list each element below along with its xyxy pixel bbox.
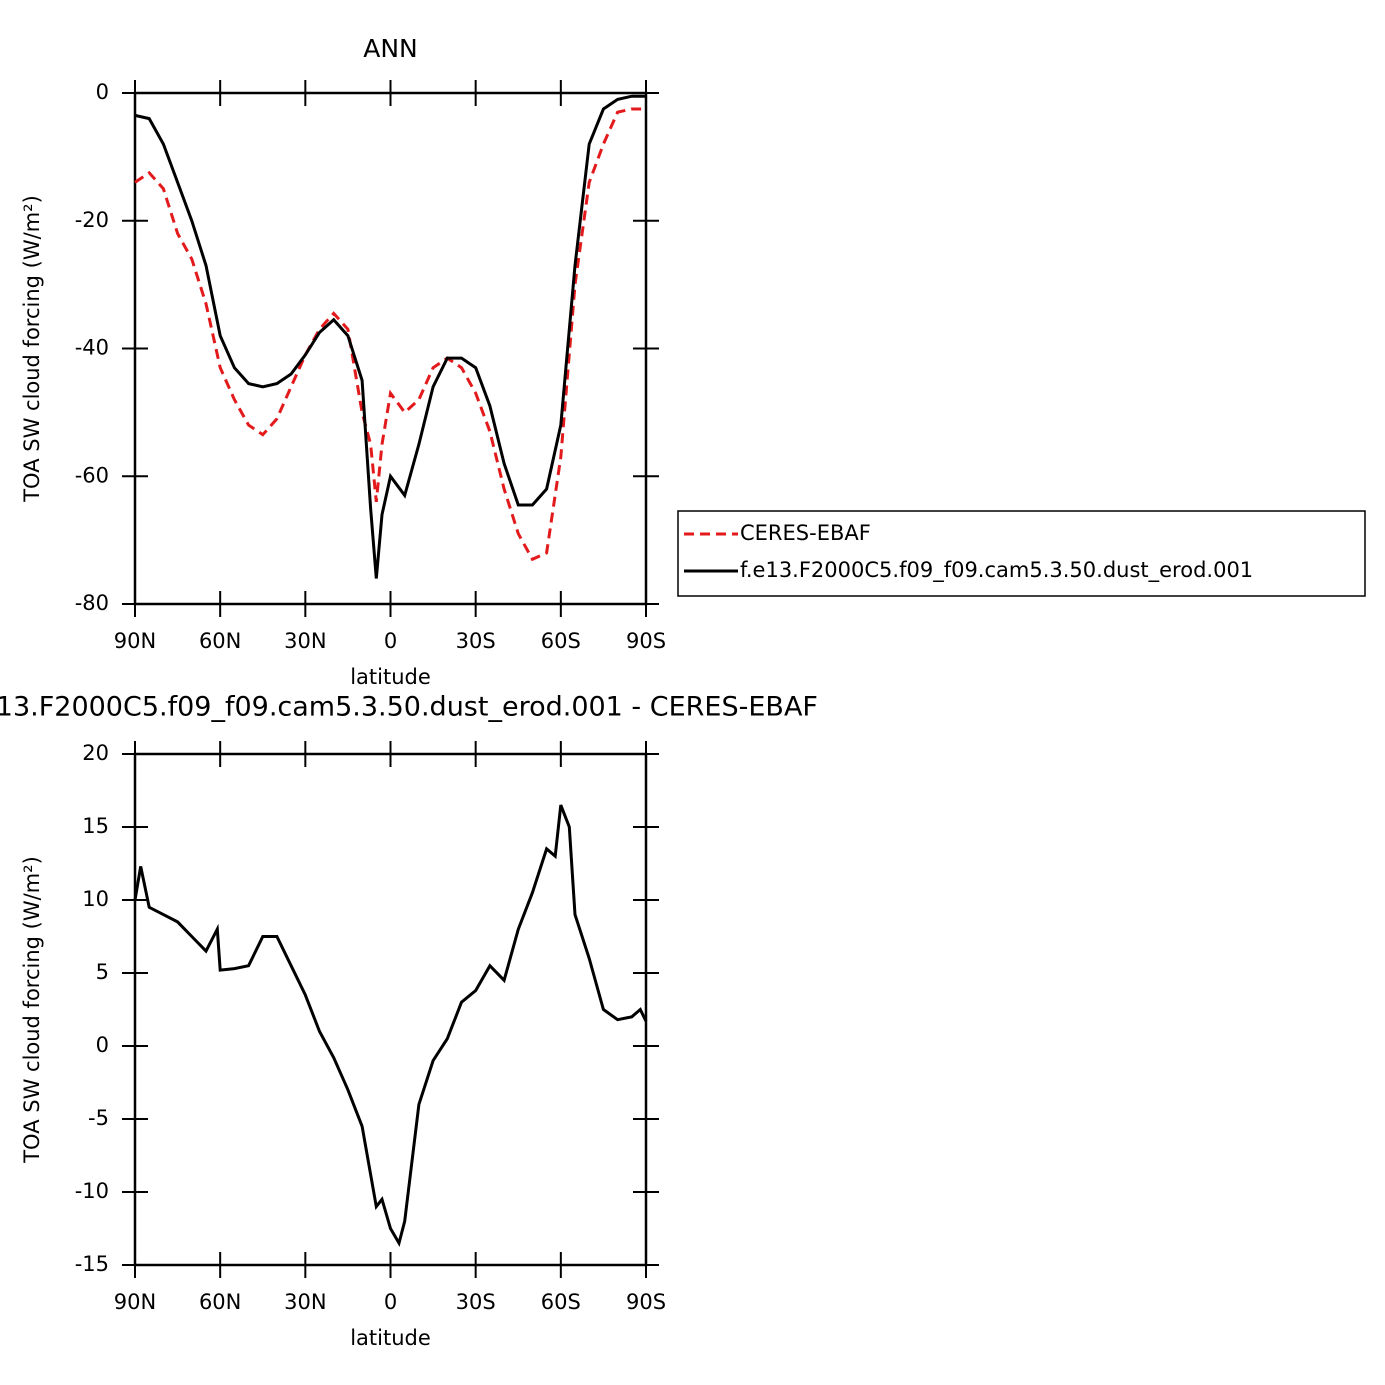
chart-title: ANN — [363, 34, 418, 63]
legend-box — [677, 510, 1366, 597]
plot-frame — [133, 91, 648, 606]
x-tick-label: 90N — [114, 1290, 156, 1314]
legend-label: CERES-EBAF — [740, 521, 871, 545]
x-axis-label: latitude — [350, 665, 431, 689]
y-tick-label: -10 — [75, 1179, 109, 1203]
x-tick-label: 30N — [284, 629, 326, 653]
x-tick-label: 60S — [541, 1290, 581, 1314]
y-tick-label: 0 — [96, 80, 109, 104]
data-line — [134, 94, 646, 579]
data-line — [133, 804, 648, 1248]
y-tick-label: 5 — [96, 960, 109, 984]
y-tick-label: -5 — [88, 1106, 109, 1130]
x-tick-label: 90N — [114, 629, 156, 653]
y-tick-label: -40 — [75, 336, 109, 360]
data-line — [134, 107, 646, 562]
x-tick-label: 60S — [541, 629, 581, 653]
x-tick-label: 90S — [626, 629, 666, 653]
y-tick-label: -15 — [75, 1252, 109, 1276]
y-tick-label: 0 — [96, 1033, 109, 1057]
x-tick-label: 60N — [199, 629, 241, 653]
y-tick-label: -80 — [75, 591, 109, 615]
y-tick-label: 10 — [82, 887, 109, 911]
x-tick-label: 0 — [384, 1290, 397, 1314]
chart-title: f.e13.F2000C5.f09_f09.cam5.3.50.dust_ero… — [0, 692, 818, 723]
y-tick-label: 20 — [82, 741, 109, 765]
y-tick-label: -20 — [75, 208, 109, 232]
x-axis-label: latitude — [350, 1326, 431, 1350]
y-tick-label: -60 — [75, 463, 109, 487]
plot-frame — [133, 752, 648, 1267]
x-tick-label: 30S — [456, 1290, 496, 1314]
x-tick-label: 30S — [456, 629, 496, 653]
x-tick-label: 0 — [384, 629, 397, 653]
y-axis-label: TOA SW cloud forcing (W/m²) — [20, 195, 44, 503]
x-tick-label: 90S — [626, 1290, 666, 1314]
legend-label: f.e13.F2000C5.f09_f09.cam5.3.50.dust_ero… — [740, 558, 1253, 583]
x-tick-label: 30N — [284, 1290, 326, 1314]
x-tick-label: 60N — [199, 1290, 241, 1314]
y-tick-label: 15 — [82, 814, 109, 838]
y-axis-label: TOA SW cloud forcing (W/m²) — [20, 856, 44, 1164]
